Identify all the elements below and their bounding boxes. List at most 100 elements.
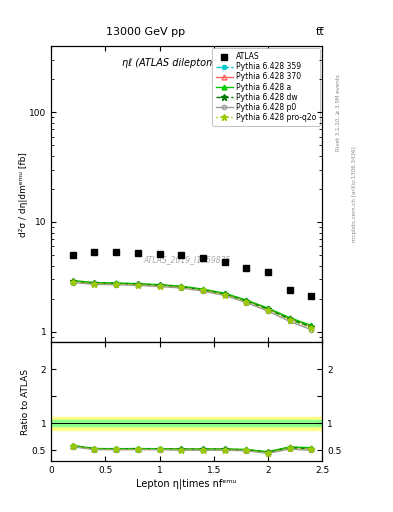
Pythia 6.428 p0	[222, 292, 227, 298]
Pythia 6.428 359	[222, 291, 227, 297]
Text: 13000 GeV pp: 13000 GeV pp	[106, 27, 185, 37]
ATLAS	[200, 255, 205, 261]
Pythia 6.428 370	[287, 315, 292, 322]
Line: Pythia 6.428 dw: Pythia 6.428 dw	[70, 278, 314, 330]
Pythia 6.428 a	[309, 323, 314, 329]
Text: Rivet 3.1.10, ≥ 3.5M events: Rivet 3.1.10, ≥ 3.5M events	[336, 74, 341, 151]
Pythia 6.428 p0	[309, 327, 314, 333]
Pythia 6.428 pro-q2o	[222, 291, 227, 297]
ATLAS	[157, 251, 162, 257]
Text: ATLAS_2019_I1759875: ATLAS_2019_I1759875	[143, 255, 230, 264]
Pythia 6.428 dw	[92, 280, 97, 286]
Pythia 6.428 a	[266, 305, 270, 311]
Pythia 6.428 dw	[287, 316, 292, 322]
Bar	[51, 420, 322, 426]
Pythia 6.428 359	[244, 298, 249, 304]
ATLAS	[92, 249, 97, 255]
Pythia 6.428 359	[157, 282, 162, 288]
Pythia 6.428 dw	[309, 324, 314, 330]
Pythia 6.428 p0	[157, 284, 162, 290]
Pythia 6.428 dw	[266, 306, 270, 312]
Pythia 6.428 dw	[114, 281, 119, 287]
X-axis label: Lepton η|times nfᵉᵐᵘ: Lepton η|times nfᵉᵐᵘ	[136, 479, 237, 489]
Pythia 6.428 pro-q2o	[179, 284, 184, 290]
Pythia 6.428 359	[200, 287, 205, 293]
Pythia 6.428 a	[157, 282, 162, 288]
Pythia 6.428 pro-q2o	[244, 298, 249, 305]
Pythia 6.428 p0	[244, 300, 249, 306]
Pythia 6.428 p0	[287, 318, 292, 325]
ATLAS	[136, 250, 140, 256]
Pythia 6.428 dw	[222, 291, 227, 297]
Pythia 6.428 dw	[136, 281, 140, 287]
Pythia 6.428 a	[287, 315, 292, 321]
Line: Pythia 6.428 359: Pythia 6.428 359	[71, 280, 314, 329]
Pythia 6.428 370	[92, 280, 97, 286]
Pythia 6.428 359	[179, 284, 184, 290]
Line: Pythia 6.428 370: Pythia 6.428 370	[70, 279, 314, 329]
Pythia 6.428 370	[157, 282, 162, 288]
Pythia 6.428 370	[266, 306, 270, 312]
Legend: ATLAS, Pythia 6.428 359, Pythia 6.428 370, Pythia 6.428 a, Pythia 6.428 dw, Pyth: ATLAS, Pythia 6.428 359, Pythia 6.428 37…	[212, 48, 320, 126]
Pythia 6.428 p0	[92, 281, 97, 287]
Pythia 6.428 pro-q2o	[309, 325, 314, 331]
Pythia 6.428 370	[200, 287, 205, 293]
Pythia 6.428 370	[309, 323, 314, 329]
Pythia 6.428 a	[70, 278, 75, 284]
Pythia 6.428 p0	[114, 282, 119, 288]
Pythia 6.428 a	[244, 297, 249, 303]
ATLAS	[244, 265, 249, 271]
Pythia 6.428 359	[309, 324, 314, 330]
ATLAS	[70, 252, 75, 258]
Pythia 6.428 p0	[179, 285, 184, 291]
Pythia 6.428 370	[70, 278, 75, 284]
Pythia 6.428 pro-q2o	[136, 282, 140, 288]
Pythia 6.428 dw	[200, 287, 205, 293]
Pythia 6.428 p0	[136, 282, 140, 288]
Pythia 6.428 359	[92, 281, 97, 287]
Pythia 6.428 a	[200, 286, 205, 292]
Pythia 6.428 359	[287, 316, 292, 322]
Line: Pythia 6.428 a: Pythia 6.428 a	[70, 278, 314, 328]
Pythia 6.428 a	[222, 290, 227, 296]
ATLAS	[222, 259, 227, 265]
Pythia 6.428 p0	[200, 288, 205, 294]
Pythia 6.428 370	[114, 281, 119, 287]
Pythia 6.428 pro-q2o	[92, 281, 97, 287]
Text: tt̅: tt̅	[316, 27, 325, 37]
Pythia 6.428 pro-q2o	[114, 281, 119, 287]
Pythia 6.428 370	[222, 291, 227, 297]
Pythia 6.428 a	[179, 283, 184, 289]
Pythia 6.428 dw	[244, 298, 249, 304]
Pythia 6.428 pro-q2o	[287, 317, 292, 323]
Pythia 6.428 359	[114, 281, 119, 287]
Pythia 6.428 pro-q2o	[157, 283, 162, 289]
ATLAS	[266, 269, 270, 275]
Pythia 6.428 359	[70, 279, 75, 285]
Y-axis label: Ratio to ATLAS: Ratio to ATLAS	[22, 369, 31, 435]
ATLAS	[179, 252, 184, 258]
Pythia 6.428 pro-q2o	[266, 307, 270, 313]
Pythia 6.428 dw	[157, 282, 162, 288]
ATLAS	[309, 293, 314, 300]
Pythia 6.428 370	[179, 284, 184, 290]
Line: ATLAS: ATLAS	[69, 249, 315, 300]
Pythia 6.428 a	[92, 280, 97, 286]
Bar	[51, 417, 322, 430]
Y-axis label: d²σ / dη|dmᵉᵐᵘ [fb]: d²σ / dη|dmᵉᵐᵘ [fb]	[18, 152, 28, 237]
Text: mcplots.cern.ch [arXiv:1306.3436]: mcplots.cern.ch [arXiv:1306.3436]	[352, 147, 357, 242]
Pythia 6.428 pro-q2o	[200, 287, 205, 293]
ATLAS	[114, 249, 119, 255]
Pythia 6.428 370	[136, 281, 140, 287]
Pythia 6.428 p0	[70, 280, 75, 286]
Pythia 6.428 dw	[179, 284, 184, 290]
Pythia 6.428 a	[136, 281, 140, 287]
Line: Pythia 6.428 pro-q2o: Pythia 6.428 pro-q2o	[70, 279, 314, 331]
Pythia 6.428 pro-q2o	[70, 279, 75, 285]
ATLAS	[287, 287, 292, 293]
Pythia 6.428 a	[114, 280, 119, 286]
Pythia 6.428 359	[136, 281, 140, 287]
Line: Pythia 6.428 p0: Pythia 6.428 p0	[71, 281, 314, 332]
Pythia 6.428 359	[266, 306, 270, 312]
Pythia 6.428 370	[244, 297, 249, 304]
